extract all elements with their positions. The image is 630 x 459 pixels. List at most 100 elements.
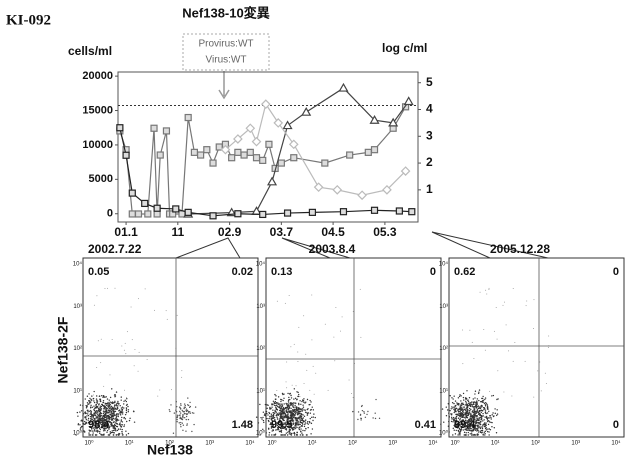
event-dot <box>102 397 103 398</box>
event-dot <box>440 424 441 425</box>
event-dot <box>283 398 284 399</box>
event-dot <box>96 411 97 412</box>
event-dot <box>195 406 196 407</box>
event-dot <box>483 419 484 420</box>
event-dot <box>443 422 444 423</box>
event-dot <box>269 407 270 408</box>
event-dot <box>186 413 187 414</box>
event-dot <box>297 351 298 352</box>
event-dot <box>314 394 315 395</box>
event-dot <box>504 302 505 303</box>
event-dot <box>110 417 111 418</box>
marker <box>302 108 310 115</box>
event-dot <box>128 411 129 412</box>
event-dot <box>300 434 301 435</box>
event-dot <box>474 401 475 402</box>
event-dot <box>353 397 354 398</box>
event-dot <box>107 398 108 399</box>
event-dot <box>114 405 115 406</box>
event-dot <box>297 361 298 362</box>
event-dot <box>275 395 276 396</box>
event-dot <box>462 413 463 414</box>
event-dot <box>283 409 284 410</box>
event-dot <box>473 398 474 399</box>
x-tick-label: 02.9 <box>218 225 242 239</box>
event-dot <box>478 419 479 420</box>
event-dot <box>490 422 491 423</box>
event-dot <box>113 432 114 433</box>
event-dot <box>124 390 125 391</box>
event-dot <box>475 434 476 435</box>
event-dot <box>358 411 359 412</box>
event-dot <box>309 421 310 422</box>
event-dot <box>309 390 310 391</box>
event-dot <box>108 415 109 416</box>
event-dot <box>484 399 485 400</box>
marker <box>210 213 216 219</box>
event-dot <box>101 339 102 340</box>
event-dot <box>87 402 88 403</box>
event-dot <box>180 405 181 406</box>
quadrant-value: 0.05 <box>88 266 109 278</box>
event-dot <box>363 411 364 412</box>
event-dot <box>122 424 123 425</box>
event-dot <box>193 412 194 413</box>
event-dot <box>118 434 119 435</box>
event-dot <box>290 413 291 414</box>
event-dot <box>297 414 298 415</box>
event-dot <box>90 405 91 406</box>
event-dot <box>481 426 482 427</box>
event-dot <box>281 405 282 406</box>
event-dot <box>470 409 471 410</box>
event-dot <box>311 417 312 418</box>
event-dot <box>286 362 287 363</box>
event-dot <box>480 408 481 409</box>
event-dot <box>125 431 126 432</box>
marker <box>142 200 148 206</box>
y2-axis-label: log c/ml <box>382 41 427 55</box>
event-dot <box>361 418 362 419</box>
marker <box>340 209 346 215</box>
event-dot <box>169 409 170 410</box>
event-dot <box>110 433 111 434</box>
y-tick-label: 10² <box>439 346 448 352</box>
event-dot <box>484 426 485 427</box>
event-dot <box>93 398 94 399</box>
event-dot <box>283 403 284 404</box>
event-dot <box>349 379 350 380</box>
event-dot <box>188 412 189 413</box>
marker <box>173 206 179 212</box>
event-dot <box>292 385 293 386</box>
marker <box>235 211 241 217</box>
event-dot <box>449 395 450 396</box>
event-dot <box>299 429 300 430</box>
event-dot <box>360 414 361 415</box>
event-dot <box>290 408 291 409</box>
event-dot <box>111 422 112 423</box>
event-dot <box>98 340 99 341</box>
event-dot <box>89 402 90 403</box>
event-dot <box>478 431 479 432</box>
event-dot <box>315 373 316 374</box>
event-dot <box>473 402 474 403</box>
event-dot <box>113 430 114 431</box>
y2-tick-label: 5 <box>426 75 433 89</box>
event-dot <box>189 402 190 403</box>
event-dot <box>463 404 464 405</box>
event-dot <box>275 433 276 434</box>
event-dot <box>496 432 497 433</box>
event-dot <box>471 401 472 402</box>
event-dot <box>483 415 484 416</box>
event-dot <box>103 413 104 414</box>
event-dot <box>109 399 110 400</box>
panel-date: 2003.8.4 <box>309 242 356 256</box>
event-dot <box>138 298 139 299</box>
event-dot <box>288 402 289 403</box>
y-tick-label: 10³ <box>73 304 82 310</box>
event-dot <box>486 293 487 294</box>
event-dot <box>264 415 265 416</box>
event-dot <box>473 412 474 413</box>
event-dot <box>126 404 127 405</box>
event-dot <box>305 422 306 423</box>
marker <box>284 122 292 129</box>
